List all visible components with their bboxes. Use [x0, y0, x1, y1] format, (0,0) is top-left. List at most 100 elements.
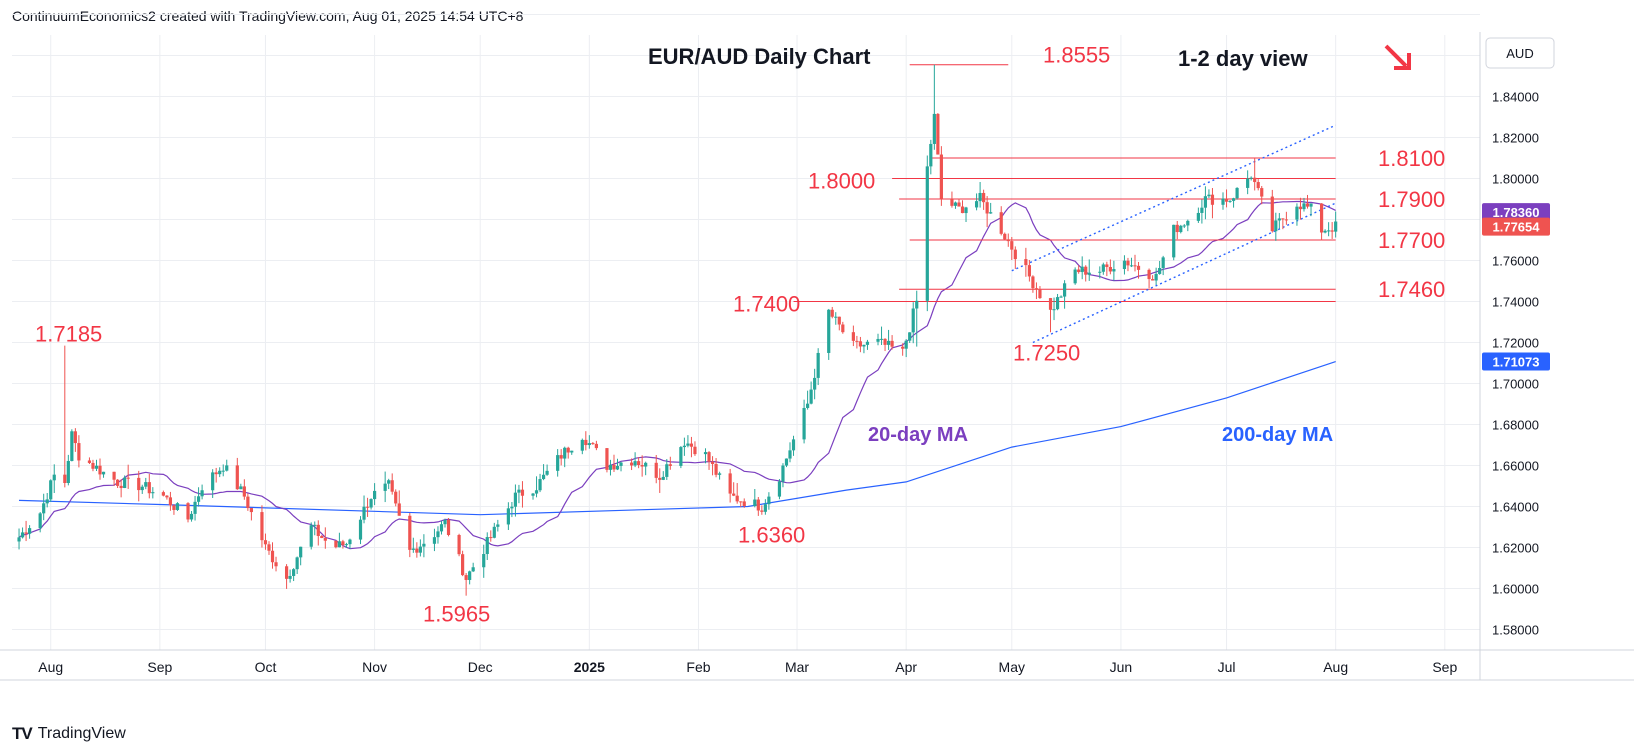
candle-body	[964, 207, 968, 214]
y-tick-label: 1.80000	[1492, 172, 1539, 187]
trend-channel	[1011, 124, 1336, 344]
candle-body	[1270, 196, 1274, 232]
candle-body	[1284, 219, 1288, 221]
candle-body	[1249, 177, 1253, 179]
level-label-1-8100: 1.8100	[1378, 146, 1445, 171]
candle-body	[1147, 269, 1151, 280]
candle-body	[978, 192, 982, 202]
candle-body	[144, 482, 148, 487]
candle-body	[950, 198, 954, 206]
candle-body	[77, 443, 81, 461]
candle-body	[714, 464, 718, 475]
candle-body	[710, 461, 715, 465]
ma200-layer	[18, 361, 1336, 516]
candle-body	[1253, 177, 1257, 183]
candle-body	[137, 477, 141, 491]
candle-body	[886, 340, 891, 345]
candle-body	[91, 462, 95, 469]
candle-body	[985, 202, 989, 214]
candle-body	[1129, 265, 1134, 267]
candle-body	[461, 554, 465, 576]
candle-body	[1330, 230, 1334, 232]
candle-body	[299, 546, 303, 558]
candle-body	[1105, 264, 1109, 267]
level-label-1-7460: 1.7460	[1378, 277, 1445, 302]
candle-body	[686, 443, 690, 446]
level-label-1-5965: 1.5965	[423, 602, 490, 627]
candle-body	[260, 512, 264, 541]
candle-body	[320, 535, 324, 539]
candle-body	[612, 464, 616, 470]
candle-body	[94, 465, 99, 469]
candle-body	[784, 458, 789, 466]
level-label-1-7900: 1.7900	[1378, 187, 1445, 212]
candle-body	[879, 338, 884, 340]
candle-body	[394, 491, 398, 504]
candle-body	[953, 202, 958, 206]
x-tick-label: 2025	[574, 659, 605, 675]
candle-body	[629, 462, 634, 466]
candle-body	[862, 344, 866, 347]
y-tick-label: 1.84000	[1492, 90, 1539, 105]
candle-body	[1274, 220, 1278, 232]
candle-body	[703, 452, 708, 455]
candle-body	[436, 531, 440, 538]
candle-body	[1024, 259, 1028, 266]
candle-body	[1126, 260, 1130, 266]
candle-body	[520, 489, 525, 496]
candle-body	[432, 537, 437, 544]
price-tag-label: 1.71073	[1493, 355, 1540, 370]
candle-body	[1034, 288, 1039, 290]
candle-body	[119, 485, 123, 489]
candle-body	[925, 166, 929, 301]
candle-body	[415, 548, 419, 553]
candle-body	[221, 470, 225, 472]
y-tick-label: 1.70000	[1492, 377, 1539, 392]
candle-body	[756, 499, 760, 511]
candle-body	[791, 439, 796, 451]
currency-label: AUD	[1506, 46, 1533, 61]
candle-body	[186, 503, 190, 520]
x-tick-label: Oct	[255, 659, 277, 675]
candle-body	[788, 450, 792, 459]
candle-body	[911, 308, 915, 333]
candle-body	[682, 445, 686, 448]
x-tick-label: Aug	[38, 659, 63, 675]
candle-body	[1203, 196, 1208, 208]
candle-body	[883, 338, 887, 345]
x-tick-label: Sep	[1432, 659, 1457, 675]
candle-body	[813, 377, 817, 390]
candle-body	[816, 352, 820, 378]
x-tick-label: Mar	[785, 659, 809, 675]
x-tick-label: Feb	[686, 659, 710, 675]
candle-body	[87, 460, 92, 463]
candle-body	[1298, 206, 1303, 210]
y-tick-label: 1.76000	[1492, 254, 1539, 269]
candle-body	[936, 113, 940, 155]
candle-body	[24, 532, 28, 534]
candle-body	[63, 474, 67, 483]
candle-body	[344, 544, 349, 546]
candle-body	[615, 465, 620, 470]
candle-body	[556, 455, 560, 471]
candle-body	[939, 154, 943, 199]
level-label-1-8000: 1.8000	[808, 169, 875, 194]
candle-body	[640, 465, 644, 467]
candle-body	[1228, 200, 1232, 202]
candle-body	[323, 538, 327, 541]
y-tick-label: 1.74000	[1492, 295, 1539, 310]
candle-body	[802, 407, 806, 440]
candle-body	[587, 443, 591, 446]
candle-body	[742, 501, 746, 507]
candle-body	[1052, 309, 1056, 311]
candle-body	[1260, 188, 1264, 197]
candle-body	[211, 472, 215, 491]
ma20-layer	[18, 200, 1336, 550]
y-tick-label: 1.68000	[1492, 418, 1539, 433]
y-tick-label: 1.72000	[1492, 336, 1539, 351]
candle-body	[126, 477, 130, 479]
candle-body	[418, 546, 422, 553]
candle-body	[196, 496, 201, 502]
candle-body	[365, 506, 370, 508]
